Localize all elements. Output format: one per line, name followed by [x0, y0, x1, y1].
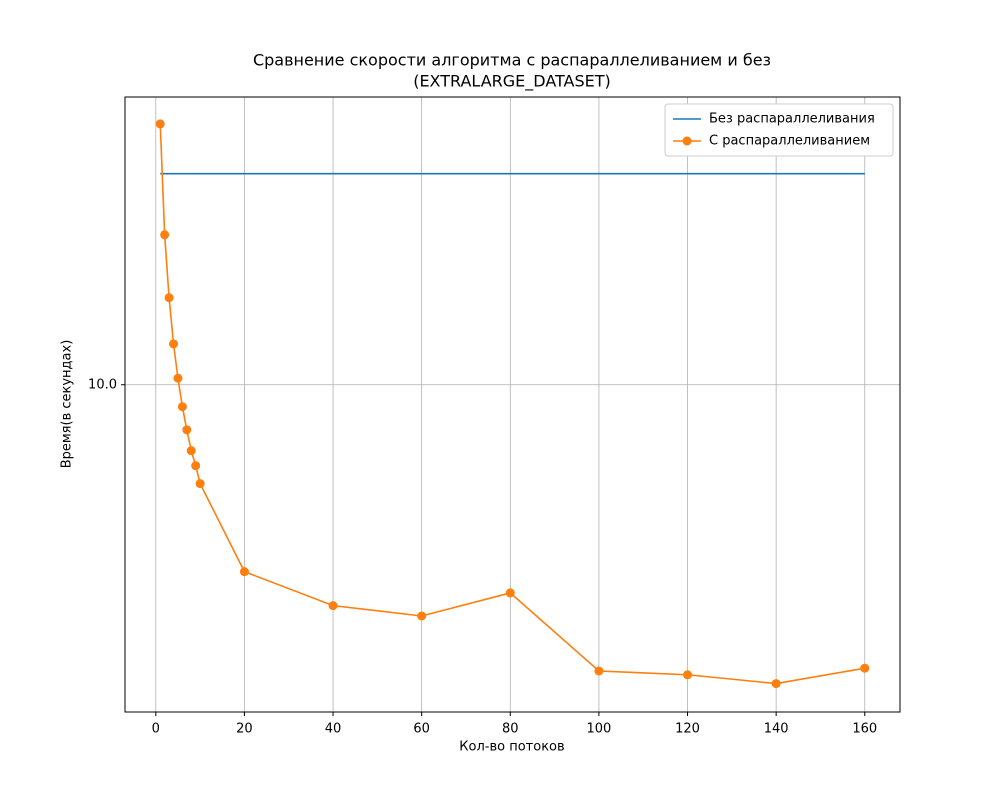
x-axis-label: Кол-во потоков: [459, 740, 564, 755]
series-line: [159, 123, 865, 685]
data-point: [182, 425, 192, 435]
data-point: [417, 611, 427, 621]
chart-title: Сравнение скорости алгоритма с распаралл…: [253, 51, 771, 70]
legend-label: С распараллеливанием: [709, 134, 870, 149]
x-tick-label: 80: [502, 722, 519, 737]
data-point: [173, 373, 183, 383]
data-point: [164, 293, 174, 303]
legend-box: [664, 103, 894, 157]
data-point: [160, 230, 170, 240]
x-tick-label: 140: [764, 722, 789, 737]
data-point: [771, 679, 781, 689]
y-tick-label: 10.0: [88, 377, 117, 392]
data-point: [191, 461, 201, 471]
legend-label: Без распараллеливания: [709, 112, 875, 127]
data-point: [328, 601, 338, 611]
x-tick-label: 120: [675, 722, 700, 737]
data-point: [860, 663, 870, 673]
data-point: [155, 119, 165, 129]
x-tick-label: 100: [586, 722, 611, 737]
x-tick-label: 40: [325, 722, 342, 737]
data-point: [195, 479, 205, 489]
data-point: [186, 446, 196, 456]
x-tick-label: 0: [152, 722, 160, 737]
data-point: [505, 588, 515, 598]
plot-frame: [124, 96, 901, 713]
x-tick-label: 20: [236, 722, 253, 737]
y-axis-label: Время(в секундах): [60, 340, 75, 469]
data-point: [239, 567, 249, 577]
x-tick-label: 60: [413, 722, 430, 737]
legend-marker: [682, 136, 692, 146]
data-point: [177, 402, 187, 412]
data-point: [683, 670, 693, 680]
chart-subtitle: (EXTRALARGE_DATASET): [413, 72, 611, 92]
data-point: [594, 666, 604, 676]
x-tick-label: 160: [852, 722, 877, 737]
data-point: [169, 339, 179, 349]
